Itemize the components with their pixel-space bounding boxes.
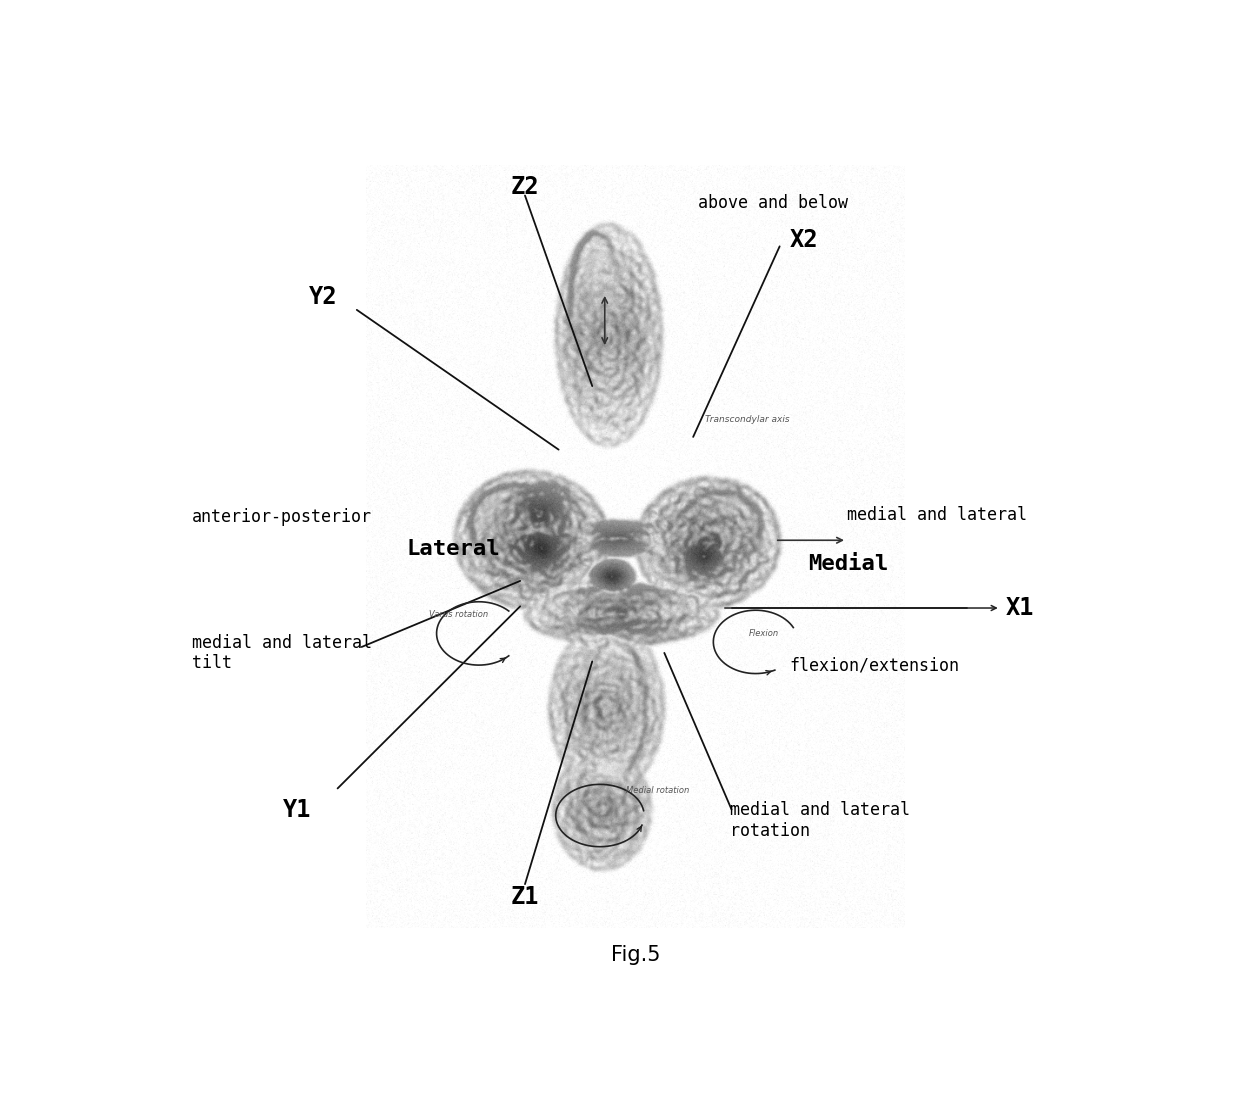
Text: Z1: Z1 (511, 884, 539, 909)
Text: Medial: Medial (808, 554, 889, 574)
Text: medial and lateral: medial and lateral (847, 506, 1027, 524)
Text: Flexion: Flexion (749, 629, 779, 638)
Text: Z2: Z2 (511, 175, 539, 199)
Text: X1: X1 (1006, 596, 1034, 620)
Text: medial and lateral
tilt: medial and lateral tilt (191, 634, 372, 672)
Text: medial and lateral
rotation: medial and lateral rotation (729, 801, 910, 840)
Text: X2: X2 (789, 228, 817, 252)
Text: Varus rotation: Varus rotation (429, 610, 489, 619)
Text: flexion/extension: flexion/extension (789, 657, 960, 674)
Text: Y2: Y2 (309, 285, 337, 309)
Text: Medial rotation: Medial rotation (626, 786, 689, 795)
Text: above and below: above and below (698, 194, 848, 212)
Text: Y1: Y1 (283, 798, 311, 822)
Text: Fig.5: Fig.5 (611, 945, 660, 966)
Text: Transcondylar axis: Transcondylar axis (704, 416, 790, 425)
Text: anterior-posterior: anterior-posterior (191, 508, 372, 527)
Text: Lateral: Lateral (407, 539, 501, 559)
